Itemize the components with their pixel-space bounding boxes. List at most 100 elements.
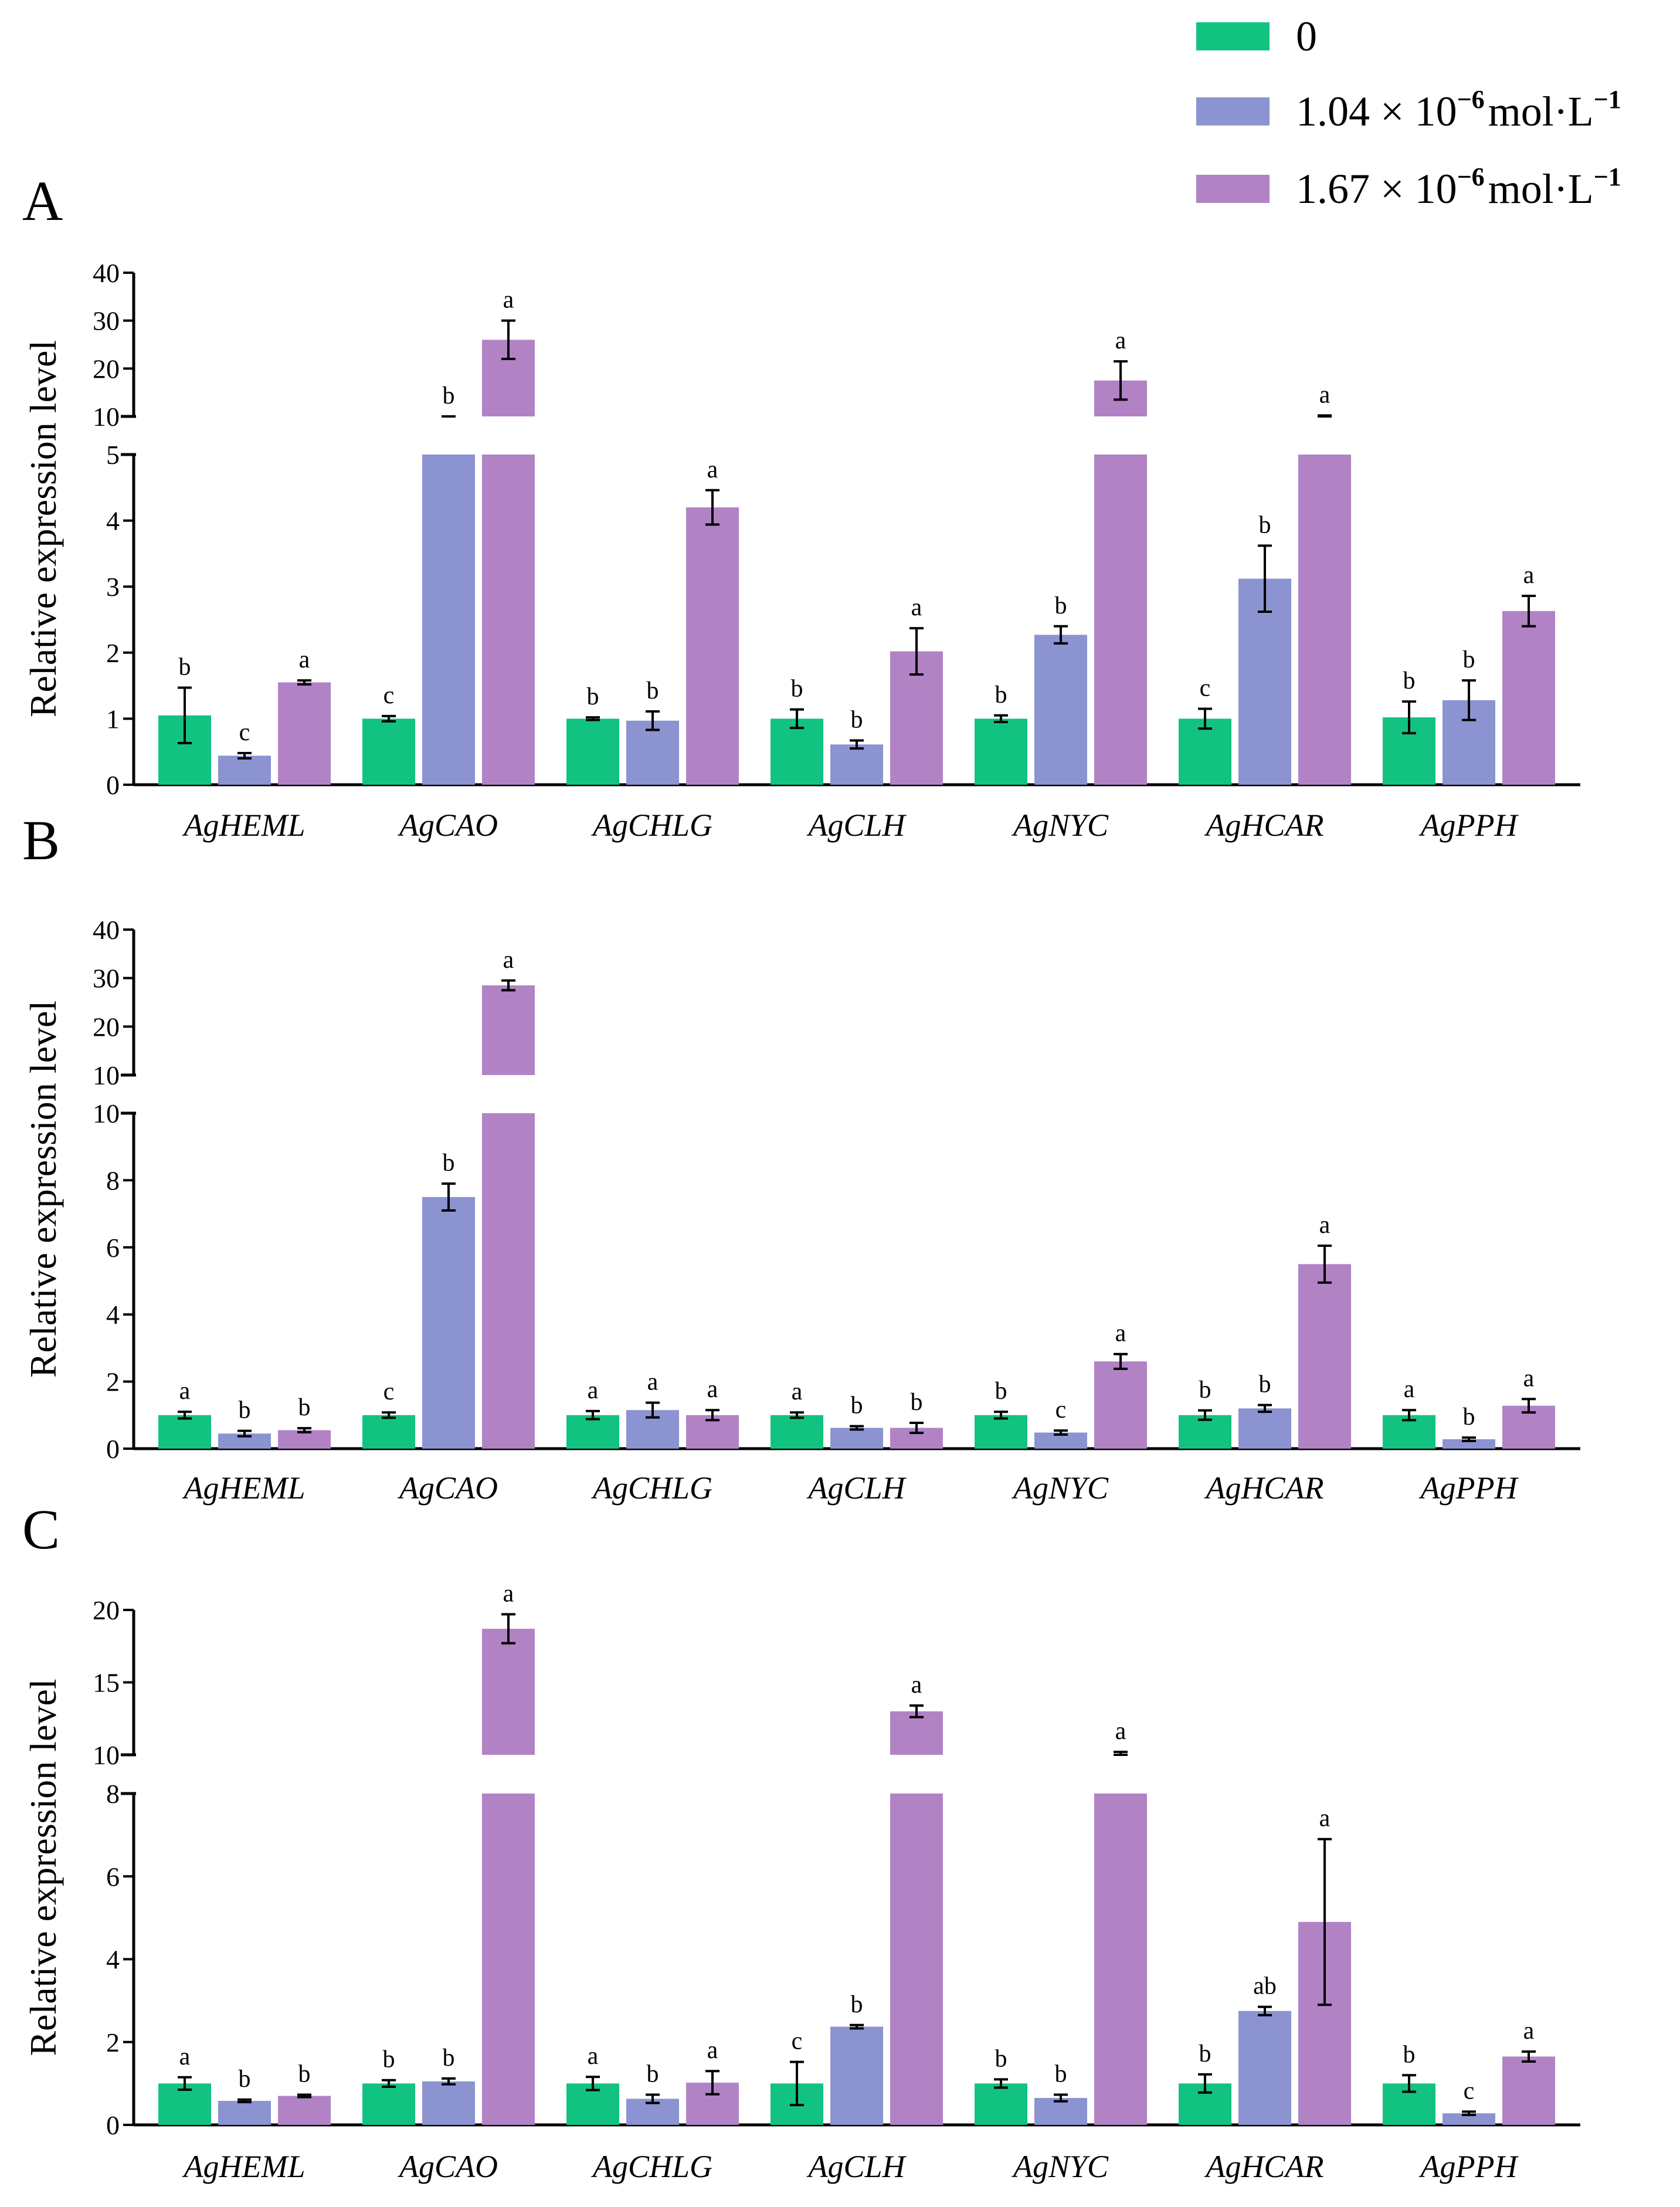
significance-label: c [792, 2028, 803, 2055]
significance-label: a [503, 947, 514, 974]
bar-group: a [1094, 327, 1147, 785]
y-tick-label: 40 [93, 915, 120, 945]
bar-group: c [1443, 2077, 1495, 2125]
bar-group: a [1502, 1365, 1555, 1449]
significance-label: a [1523, 1365, 1535, 1392]
bar-upper [482, 985, 535, 1075]
x-category-label: AgCHLG [591, 2149, 712, 2184]
bar-group: ab [1238, 1973, 1291, 2125]
legend-label-2: 1.67 × 10−6mol·L−1 [1296, 162, 1621, 212]
panel-letter: C [22, 1498, 60, 1561]
significance-label: a [503, 1580, 514, 1607]
significance-label: a [911, 1672, 922, 1699]
bar [1034, 2098, 1087, 2125]
panel-letter: B [22, 809, 60, 872]
bar-group: b [1034, 592, 1087, 785]
bar [1502, 2056, 1555, 2125]
y-tick-label: 0 [106, 770, 120, 800]
significance-label: b [239, 2066, 251, 2093]
y-tick-label: 0 [106, 1434, 120, 1464]
bar-group: b [830, 1392, 883, 1449]
bar-group: b [1238, 511, 1291, 785]
bar [1094, 455, 1147, 785]
bar-group: c [1034, 1396, 1087, 1449]
y-tick-label: 2 [106, 1367, 120, 1397]
y-tick-label: 8 [106, 1779, 120, 1809]
bar [278, 2096, 331, 2125]
significance-label: c [1055, 1396, 1067, 1423]
bar [1502, 611, 1555, 785]
bar [1238, 2011, 1291, 2125]
significance-label: a [1523, 2018, 1535, 2045]
bar-group: a [890, 594, 943, 785]
bar-group: b [1443, 646, 1495, 785]
bar [422, 1197, 475, 1449]
y-tick-label: 4 [106, 506, 120, 536]
bar-group: b [1179, 1377, 1231, 1449]
bar [975, 1415, 1027, 1449]
significance-label: b [1403, 667, 1416, 694]
y-tick-label: 6 [106, 1862, 120, 1891]
y-tick-label: 20 [93, 1595, 120, 1625]
bar-group: a [1298, 1805, 1351, 2125]
significance-label: a [1404, 1376, 1415, 1403]
significance-label: a [179, 2043, 191, 2070]
significance-label: ab [1253, 1973, 1277, 2000]
bar [771, 718, 823, 785]
bar [771, 1415, 823, 1449]
bar-group: a [158, 2043, 211, 2125]
legend-swatch-0 [1196, 22, 1270, 50]
significance-label: b [791, 676, 803, 703]
significance-label: b [1403, 2041, 1416, 2068]
y-tick-label: 4 [106, 1300, 120, 1330]
bar [1238, 578, 1291, 785]
significance-label: a [707, 1376, 718, 1403]
bar-group: b [975, 1378, 1027, 1449]
significance-label: b [239, 1397, 251, 1424]
bar [482, 1794, 535, 2125]
significance-label: b [1055, 2060, 1067, 2087]
legend-label-0: 0 [1296, 13, 1317, 60]
significance-label: c [1464, 2077, 1475, 2104]
bar-group: b [566, 683, 619, 785]
significance-label: a [1319, 381, 1331, 408]
x-category-label: AgCAO [398, 1470, 498, 1506]
bar-group: b [218, 2066, 271, 2125]
y-tick-label: 0 [106, 2110, 120, 2140]
x-category-label: AgHEML [182, 1470, 306, 1506]
bar-group: a [482, 1580, 535, 2125]
bar-group: b [626, 677, 679, 785]
significance-label: a [1115, 1718, 1126, 1745]
bar-group: b [890, 1389, 943, 1449]
significance-label: b [443, 1150, 455, 1177]
bar-group: a [278, 646, 331, 785]
x-category-label: AgPPH [1419, 1470, 1519, 1506]
bar-group: c [218, 719, 271, 785]
significance-label: b [1199, 1377, 1211, 1403]
bar [218, 755, 271, 785]
bar-group: a [482, 947, 535, 1449]
y-tick-label: 20 [93, 1012, 120, 1042]
significance-label: b [298, 1394, 311, 1421]
significance-label: b [1055, 592, 1067, 619]
significance-label: a [1115, 327, 1126, 354]
bar-group: a [1502, 562, 1555, 785]
bar [1298, 455, 1351, 785]
bar-group: a [1502, 2018, 1555, 2125]
bar-group: a [1094, 1320, 1147, 1449]
significance-label: c [383, 682, 395, 709]
bar [362, 2083, 415, 2125]
bar-group: a [890, 1672, 943, 2125]
y-axis-label: Relative expression level [22, 1679, 64, 2056]
bar-group: b [975, 682, 1027, 785]
bar [830, 744, 883, 785]
bar-group: a [482, 287, 535, 785]
x-category-label: AgHCAR [1204, 808, 1324, 843]
bar-group: b [422, 1150, 475, 1449]
significance-label: a [1115, 1320, 1126, 1347]
bar-group: b [362, 2046, 415, 2125]
panel-A: A 0 1 2 3 4 5 10 20 30 40 Relative expression level… [22, 169, 1580, 843]
x-category-label: AgNYC [1012, 2149, 1109, 2184]
